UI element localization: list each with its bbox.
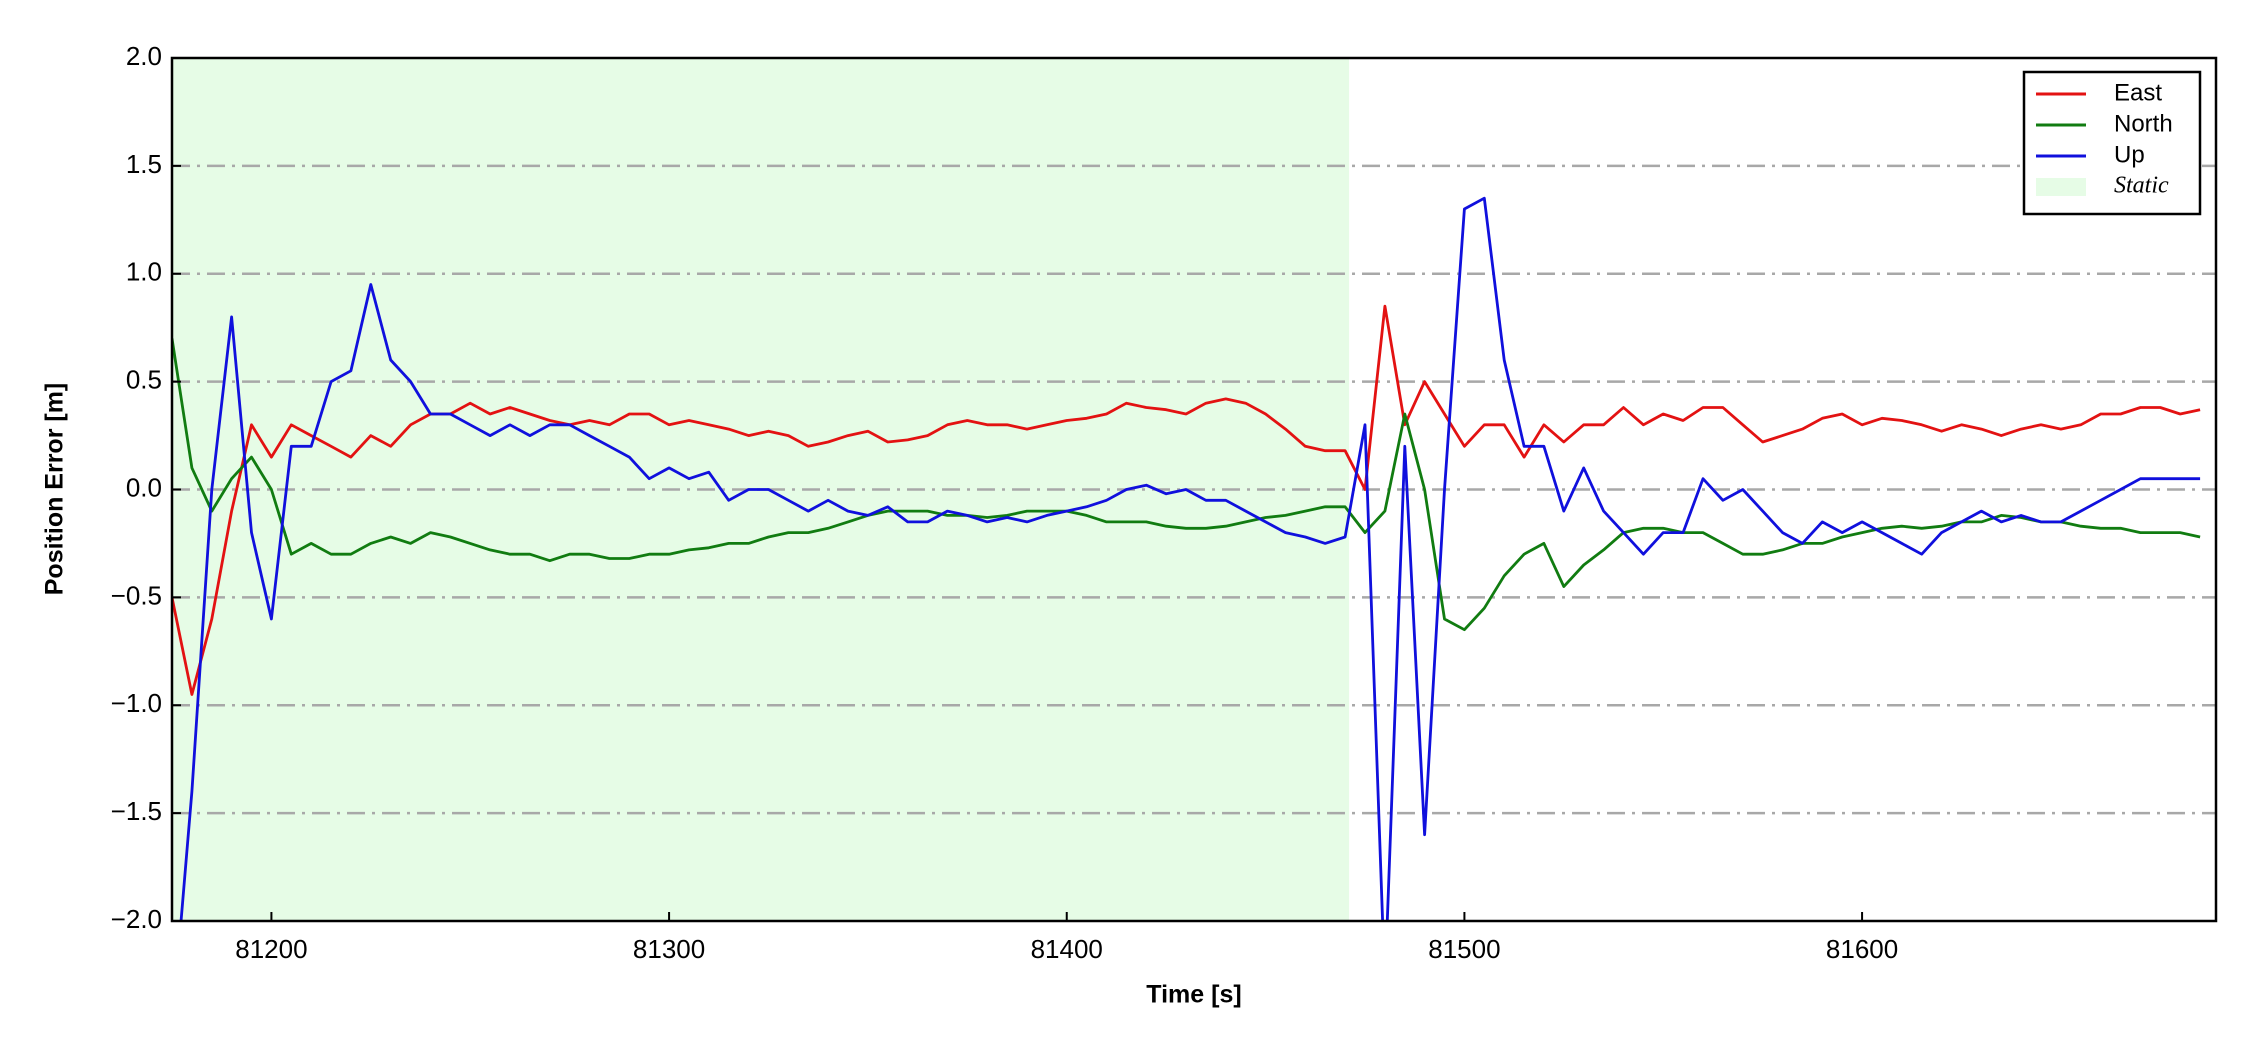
y-tick-label: −1.0 (111, 688, 162, 718)
y-tick-label: 1.0 (126, 257, 162, 287)
y-axis-label: Position Error [m] (41, 383, 69, 596)
legend-label: North (2114, 110, 2173, 137)
y-tick-label: −0.5 (111, 580, 162, 610)
series-line (172, 304, 2201, 696)
x-tick-label: 81200 (235, 934, 307, 964)
x-axis-label: Time [s] (1146, 981, 1241, 1009)
series-line (179, 196, 2201, 921)
x-tick-label: 81300 (633, 934, 705, 964)
x-tick-label: 81600 (1826, 934, 1898, 964)
legend-label: Static (2114, 173, 2169, 199)
y-tick-label: 1.5 (126, 149, 162, 179)
series-lines (172, 196, 2201, 921)
y-tick-label: −1.5 (111, 796, 162, 826)
legend-label: Up (2114, 141, 2145, 168)
legend-swatch (2036, 178, 2086, 196)
legend: East North Up Static (2022, 70, 2202, 216)
ticks: −2.0 −1.5 −1.0 −0.5 0.0 0.5 1.0 1.5 2.0 81200 8130… (111, 41, 1899, 964)
legend-label: East (2114, 79, 2162, 106)
x-tick-label: 81500 (1428, 934, 1500, 964)
y-tick-label: 2.0 (126, 41, 162, 71)
x-tick-label: 81400 (1031, 934, 1103, 964)
y-tick-label: 0.0 (126, 472, 162, 502)
y-tick-label: −2.0 (111, 904, 162, 934)
y-tick-label: 0.5 (126, 365, 162, 395)
grid (172, 164, 2216, 815)
series-line (172, 338, 2201, 632)
